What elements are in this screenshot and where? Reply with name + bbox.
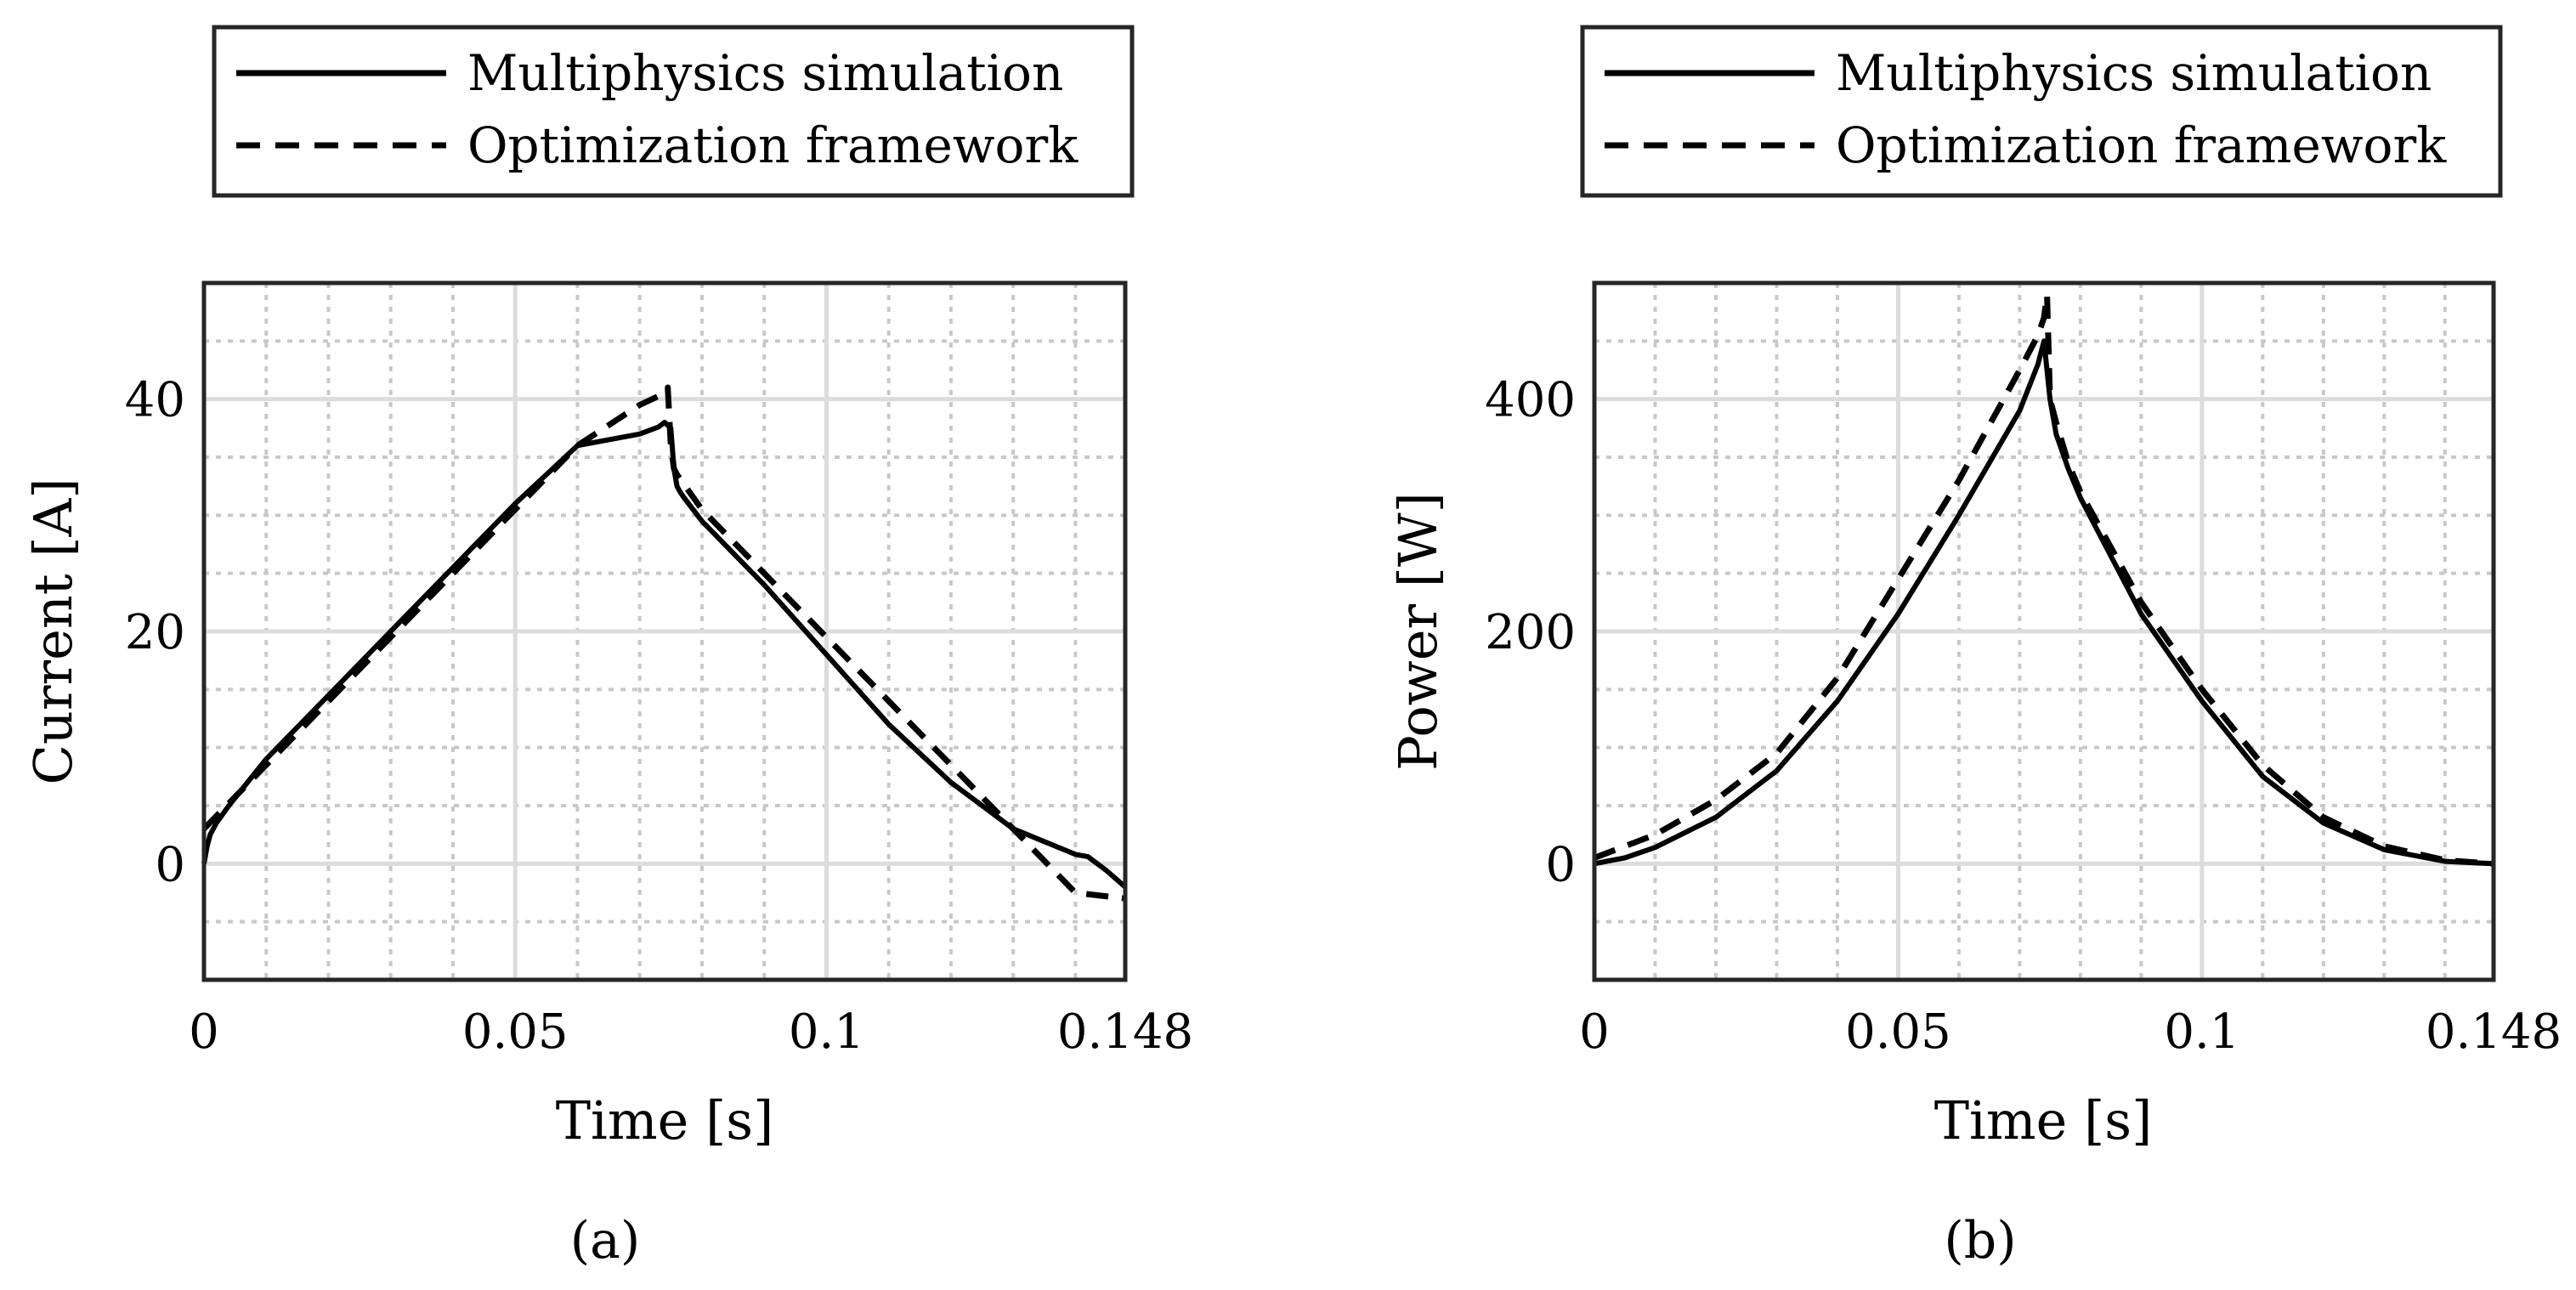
legend-label-multiphysics: Multiphysics simulation bbox=[1836, 44, 2432, 102]
y-tick-label: 400 bbox=[1485, 373, 1576, 428]
legend-label-multiphysics: Multiphysics simulation bbox=[467, 44, 1063, 102]
major-grid bbox=[1594, 283, 2494, 980]
series-layer bbox=[1593, 291, 2494, 867]
x-tick-labels: 0 0.05 0.1 0.148 bbox=[1579, 1004, 2562, 1060]
legend-label-optimization: Optimization framework bbox=[1836, 116, 2447, 174]
y-axis-title: Current [A] bbox=[22, 478, 84, 784]
series-optimization-framework bbox=[201, 384, 1126, 902]
legend-label-optimization: Optimization framework bbox=[467, 116, 1079, 174]
x-tick-label: 0.1 bbox=[789, 1004, 864, 1060]
x-tick-label: 0.148 bbox=[1057, 1004, 1193, 1060]
series-multiphysics-simulation bbox=[1594, 338, 2494, 867]
y-tick-label: 40 bbox=[125, 373, 185, 428]
x-axis-title: Time [s] bbox=[1934, 1089, 2153, 1151]
series-optimization-framework bbox=[1593, 291, 2494, 867]
panel-a: Multiphysics simulation Optimization fra… bbox=[22, 25, 1193, 1270]
series-multiphysics-simulation bbox=[201, 420, 1127, 889]
x-axis-title: Time [s] bbox=[556, 1089, 774, 1151]
x-tick-label: 0.1 bbox=[2164, 1004, 2239, 1060]
major-grid bbox=[204, 283, 1125, 980]
panel-caption: (a) bbox=[570, 1211, 641, 1270]
panel-caption: (b) bbox=[1944, 1211, 2016, 1270]
x-tick-label: 0.05 bbox=[1845, 1004, 1951, 1060]
plot-frame bbox=[1592, 280, 2496, 982]
x-tick-labels: 0 0.05 0.1 0.148 bbox=[189, 1004, 1193, 1060]
x-tick-label: 0 bbox=[189, 1004, 219, 1060]
x-tick-label: 0.148 bbox=[2426, 1004, 2562, 1060]
y-tick-label: 0 bbox=[1545, 837, 1576, 892]
x-tick-label: 0 bbox=[1579, 1004, 1610, 1060]
y-axis-title: Power [W] bbox=[1387, 492, 1449, 771]
y-tick-label: 20 bbox=[125, 605, 185, 660]
y-tick-labels: 0 200 400 bbox=[1485, 373, 1576, 893]
series-layer bbox=[201, 384, 1127, 902]
legend-box bbox=[212, 25, 1135, 198]
legend-box bbox=[1580, 25, 2503, 198]
panel-b: Multiphysics simulation Optimization fra… bbox=[1387, 25, 2562, 1270]
y-tick-labels: 0 20 40 bbox=[125, 373, 185, 893]
y-tick-label: 200 bbox=[1485, 605, 1576, 660]
plot-frame bbox=[201, 280, 1128, 982]
x-tick-label: 0.05 bbox=[462, 1004, 569, 1060]
y-tick-label: 0 bbox=[155, 837, 185, 892]
